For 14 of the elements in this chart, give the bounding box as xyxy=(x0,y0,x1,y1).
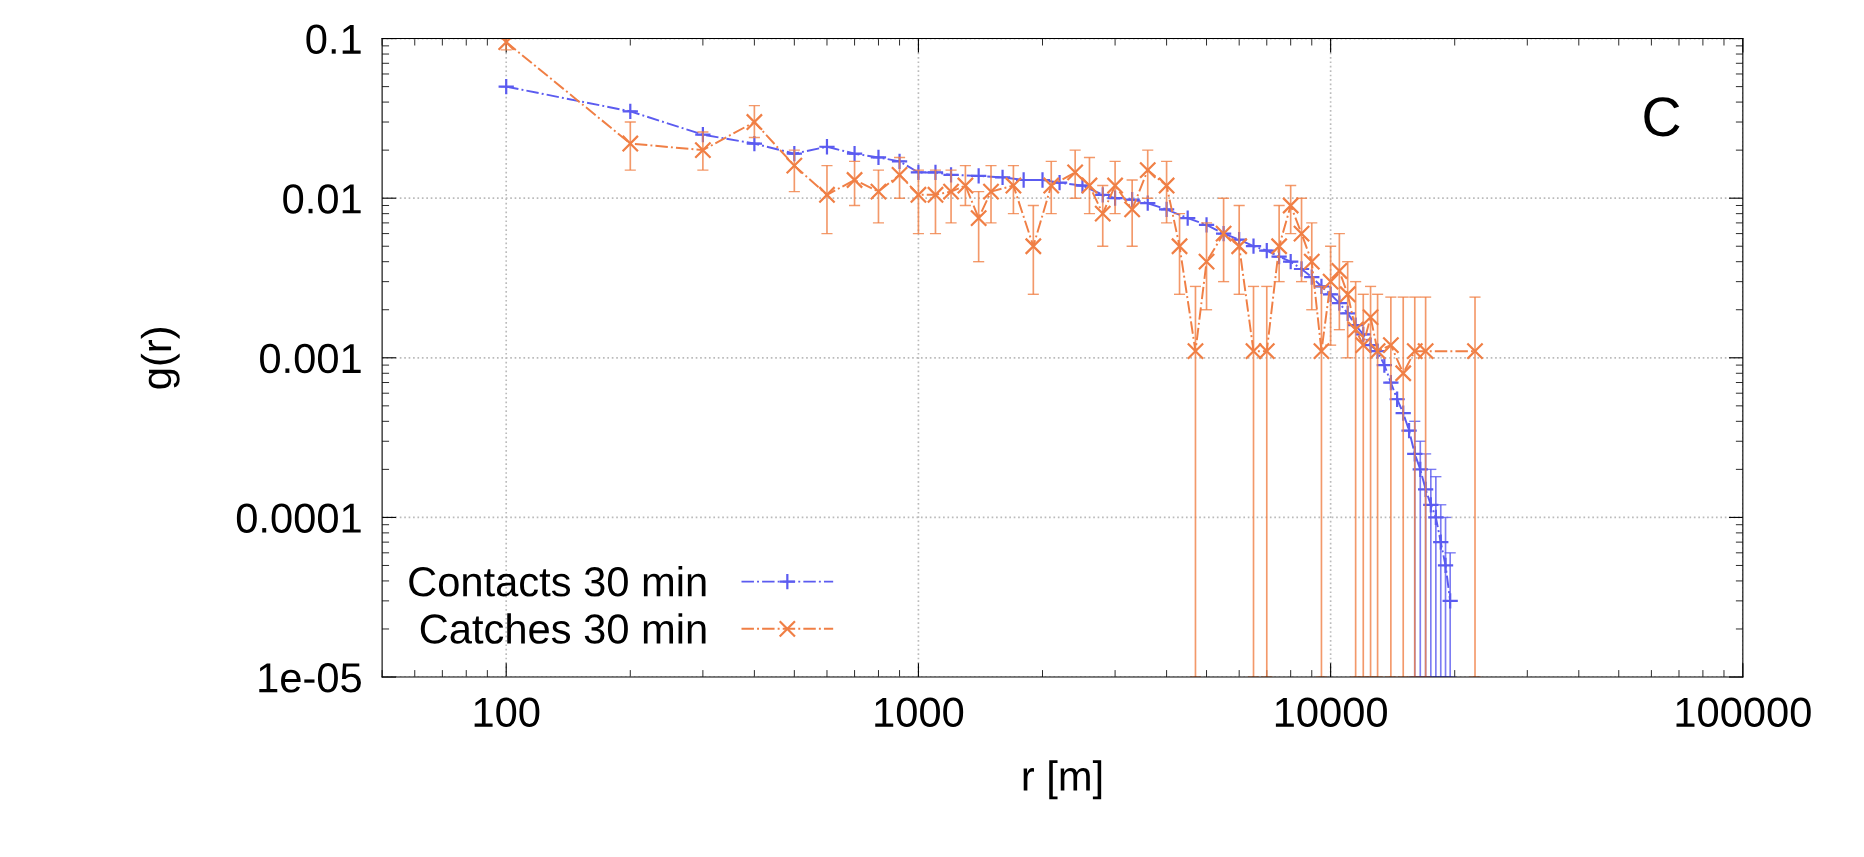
legend-label: Catches 30 min xyxy=(420,613,706,644)
y-tick-label: 0.001 xyxy=(260,343,361,374)
x-tick-label: 100 xyxy=(474,697,540,728)
x-tick-label: 100000 xyxy=(1676,697,1811,728)
y-tick-label: 0.01 xyxy=(283,184,361,214)
y-axis-title: g(r) xyxy=(140,327,180,389)
legend-label: Contacts 30 min xyxy=(409,566,706,597)
x-tick-label: 1000 xyxy=(875,697,964,728)
annotation: C xyxy=(1644,97,1680,137)
y-tick-label: 0.0001 xyxy=(236,503,361,533)
y-tick-label: 1e-05 xyxy=(259,663,361,693)
y-tick-label: 0.1 xyxy=(306,24,361,55)
x-tick-label: 10000 xyxy=(1275,697,1387,728)
x-axis-title: r [m] xyxy=(1023,760,1102,800)
